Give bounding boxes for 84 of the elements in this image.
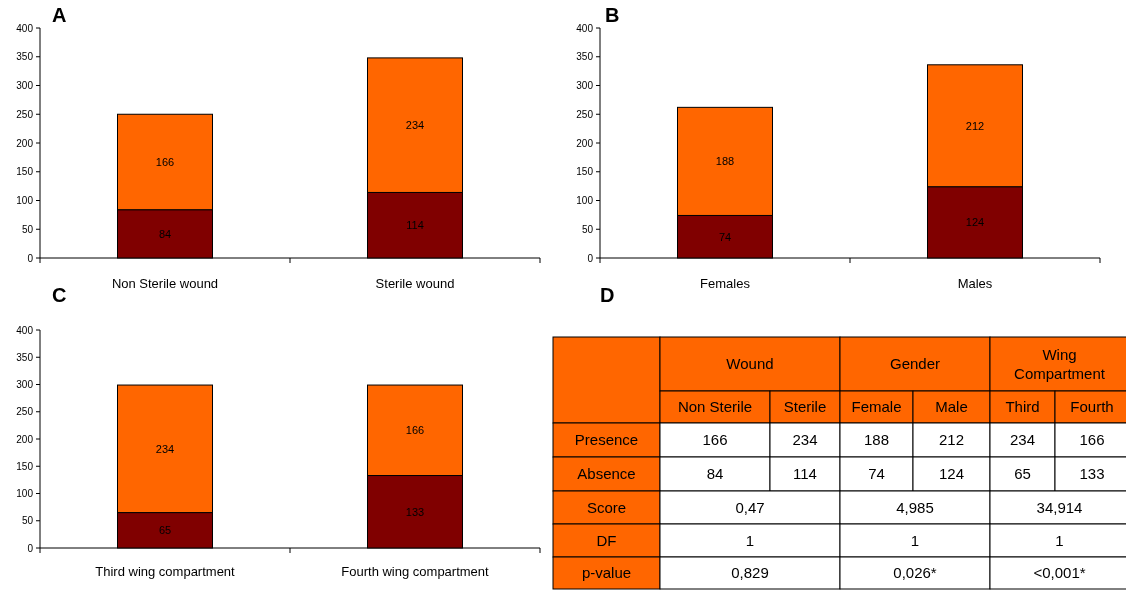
y-tick-label: 150 [16,460,34,472]
data-label: 133 [405,505,425,518]
text: Gender [889,355,941,373]
y-tick-label: 350 [16,51,34,63]
x-tick-label: Females [700,276,751,291]
y-tick-label: 300 [16,80,34,91]
text: 1 [745,531,755,549]
x-tick-label: Sterile wound [375,276,455,291]
text: 0,026* [893,564,937,582]
y-tick-label: 0 [27,542,34,554]
text: 166 [702,431,728,449]
text: 212 [938,431,965,449]
text: Female [851,398,902,416]
data-label: 234 [155,442,175,455]
y-tick-label: 200 [16,433,34,445]
y-tick-label: 400 [576,22,594,34]
text: 84 [706,465,724,483]
text: p-value [581,564,632,582]
text: DF [596,531,617,549]
y-tick-label: 150 [16,166,34,178]
data-label: 124 [965,216,985,229]
data-label: 234 [405,119,425,132]
data-label: 74 [718,230,732,243]
y-tick-label: 100 [16,488,34,499]
text: 114 [793,465,817,483]
text: Score [586,498,627,516]
chart-title: A [52,4,67,26]
y-tick-label: 200 [576,137,594,149]
y-tick-label: 350 [576,51,594,63]
text: 166 [1079,431,1105,449]
x-tick-label: Third wing compartment [95,564,236,579]
y-tick-label: 350 [16,351,34,363]
y-tick-label: 250 [576,108,594,120]
text: 74 [868,465,885,483]
y-tick-label: 50 [581,223,594,235]
chart-title: C [52,284,67,306]
x-tick-label: Fourth wing compartment [341,564,490,579]
text: Male [935,398,968,416]
data-label: 166 [155,155,175,168]
y-tick-label: 250 [16,406,34,418]
y-tick-label: 400 [16,22,34,34]
y-tick-label: 200 [16,137,34,149]
text: Fourth [1070,398,1114,416]
text: 0,47 [735,498,765,516]
data-label: 188 [715,155,735,168]
y-tick-label: 400 [16,324,34,336]
text: 234 [1009,431,1036,449]
text: <0,001* [1033,564,1086,582]
chart-title: B [605,4,620,26]
y-tick-label: 300 [16,379,34,390]
text: 65 [1014,465,1031,483]
y-tick-label: 0 [587,252,594,264]
x-tick-label: Non Sterile wound [111,276,219,291]
text: 1 [1055,531,1064,549]
text: 4,985 [896,498,934,516]
y-tick-label: 0 [27,252,34,264]
y-tick-label: 250 [16,108,34,120]
text: Third [1005,398,1040,416]
data-label: 166 [405,424,425,437]
text: D [600,284,615,306]
text: Wound [726,355,774,373]
data-label: 65 [158,524,172,537]
text: 188 [863,431,890,449]
data-label: 114 [406,219,424,232]
y-tick-label: 50 [21,223,34,235]
y-tick-label: 100 [576,195,594,206]
y-tick-label: 100 [16,195,34,206]
data-label: 84 [158,227,172,240]
text: Presence [574,431,639,449]
text: 1 [910,531,920,549]
text: 34,914 [1036,498,1083,516]
text: 133 [1079,465,1105,483]
y-tick-label: 50 [21,515,34,527]
text: 0,829 [731,564,769,582]
text: Absence [577,465,636,483]
text: Sterile [783,398,827,416]
y-tick-label: 300 [576,80,594,91]
y-tick-label: 150 [576,166,594,178]
x-tick-label: Males [957,276,993,291]
data-label: 212 [965,119,985,132]
text: 124 [938,465,965,483]
text: 234 [792,431,818,449]
text: Wing Compartment [1014,346,1106,383]
text: Non Sterile [677,398,753,416]
